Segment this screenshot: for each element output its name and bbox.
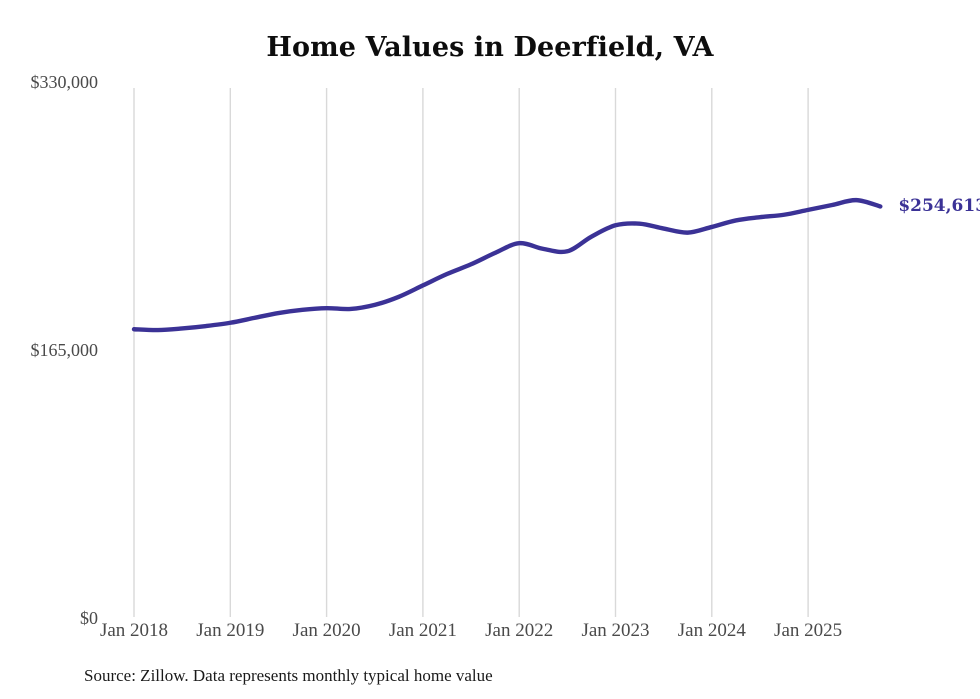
gridlines <box>133 88 809 617</box>
end-value-label: $254,613 <box>898 196 980 217</box>
x-tick-label-jan-2019: Jan 2019 <box>196 620 265 641</box>
x-tick-label-jan-2024: Jan 2024 <box>677 620 746 641</box>
chart-title: Home Values in Deerfield, VA <box>266 32 714 63</box>
series-line-typical-home-value <box>131 197 883 333</box>
x-tick-label-jan-2021: Jan 2021 <box>388 620 457 641</box>
y-axis: $330,000 $165,000 $0 <box>0 0 99 699</box>
y-tick-label-0: $0 <box>80 608 98 628</box>
x-tick-label-jan-2023: Jan 2023 <box>581 620 650 641</box>
source-note: Source: Zillow. Data represents monthly … <box>84 666 493 685</box>
x-tick-label-jan-2018: Jan 2018 <box>99 620 169 641</box>
x-tick-label-jan-2020: Jan 2020 <box>292 620 361 641</box>
x-tick-label-jan-2025: Jan 2025 <box>774 620 843 641</box>
y-tick-label-165000: $165,000 <box>30 340 99 360</box>
y-tick-label-330000: $330,000 <box>30 72 99 92</box>
x-tick-label-jan-2022: Jan 2022 <box>485 620 554 641</box>
